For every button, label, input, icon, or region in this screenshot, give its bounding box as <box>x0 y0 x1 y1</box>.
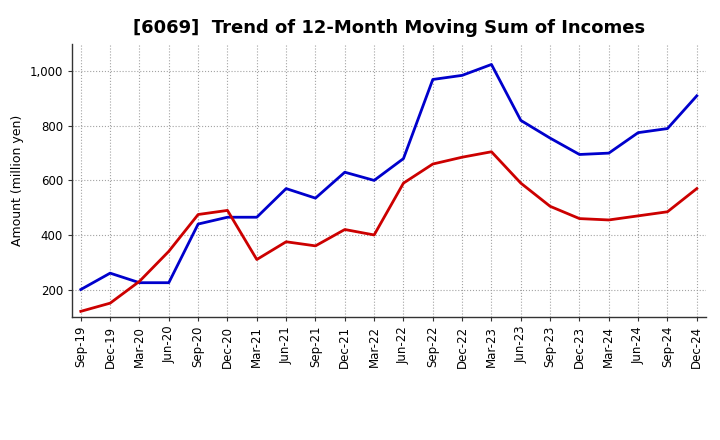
Ordinary Income <box>428 77 437 82</box>
Ordinary Income <box>341 169 349 175</box>
Net Income <box>194 212 202 217</box>
Ordinary Income <box>223 215 232 220</box>
Net Income <box>253 257 261 262</box>
Net Income <box>693 186 701 191</box>
Net Income <box>341 227 349 232</box>
Ordinary Income <box>76 287 85 292</box>
Line: Ordinary Income: Ordinary Income <box>81 64 697 290</box>
Ordinary Income <box>516 118 525 123</box>
Ordinary Income <box>693 93 701 99</box>
Net Income <box>428 161 437 167</box>
Net Income <box>223 208 232 213</box>
Ordinary Income <box>253 215 261 220</box>
Ordinary Income <box>546 136 554 141</box>
Ordinary Income <box>194 221 202 227</box>
Ordinary Income <box>605 150 613 156</box>
Ordinary Income <box>575 152 584 157</box>
Net Income <box>663 209 672 214</box>
Line: Net Income: Net Income <box>81 152 697 312</box>
Ordinary Income <box>282 186 290 191</box>
Net Income <box>458 154 467 160</box>
Net Income <box>164 249 173 254</box>
Net Income <box>634 213 642 219</box>
Ordinary Income <box>135 280 144 285</box>
Net Income <box>487 149 496 154</box>
Net Income <box>605 217 613 223</box>
Y-axis label: Amount (million yen): Amount (million yen) <box>11 115 24 246</box>
Net Income <box>516 180 525 186</box>
Net Income <box>311 243 320 249</box>
Ordinary Income <box>634 130 642 135</box>
Net Income <box>546 204 554 209</box>
Ordinary Income <box>399 156 408 161</box>
Ordinary Income <box>663 126 672 131</box>
Net Income <box>399 180 408 186</box>
Ordinary Income <box>370 178 379 183</box>
Ordinary Income <box>458 73 467 78</box>
Net Income <box>575 216 584 221</box>
Ordinary Income <box>106 271 114 276</box>
Net Income <box>135 279 144 284</box>
Net Income <box>106 301 114 306</box>
Ordinary Income <box>164 280 173 285</box>
Ordinary Income <box>487 62 496 67</box>
Title: [6069]  Trend of 12-Month Moving Sum of Incomes: [6069] Trend of 12-Month Moving Sum of I… <box>132 19 645 37</box>
Net Income <box>76 309 85 314</box>
Ordinary Income <box>311 195 320 201</box>
Net Income <box>282 239 290 244</box>
Net Income <box>370 232 379 238</box>
